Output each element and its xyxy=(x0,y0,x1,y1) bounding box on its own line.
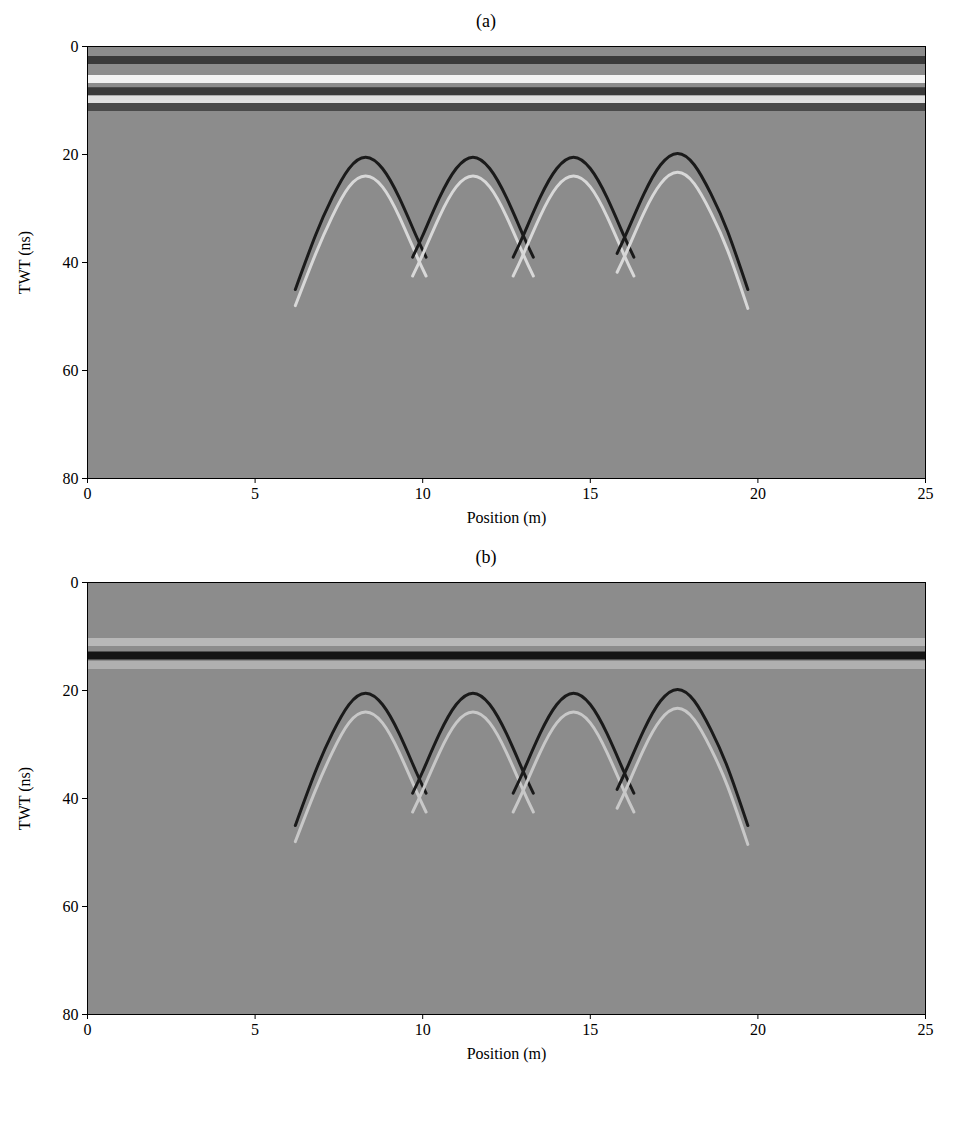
svg-text:25: 25 xyxy=(918,1021,934,1038)
svg-text:80: 80 xyxy=(63,470,79,487)
svg-text:20: 20 xyxy=(63,146,79,163)
svg-text:60: 60 xyxy=(63,898,79,915)
html-text:(a): (a) xyxy=(476,11,496,31)
svg-text:15: 15 xyxy=(582,485,598,502)
svg-text:10: 10 xyxy=(415,1021,431,1038)
svg-text:0: 0 xyxy=(84,1021,92,1038)
svg-text:0: 0 xyxy=(84,485,92,502)
svg-text:5: 5 xyxy=(251,1021,259,1038)
svg-text:20: 20 xyxy=(63,682,79,699)
svg-text:20: 20 xyxy=(750,485,766,502)
svg-text:Position (m): Position (m) xyxy=(467,1045,547,1063)
svg-text:0: 0 xyxy=(71,574,79,591)
svg-text:40: 40 xyxy=(63,254,79,271)
svg-text:40: 40 xyxy=(63,790,79,807)
svg-text:5: 5 xyxy=(251,485,259,502)
svg-text:20: 20 xyxy=(750,1021,766,1038)
svg-text:TWT (ns): TWT (ns) xyxy=(16,767,34,830)
svg-text:80: 80 xyxy=(63,1006,79,1023)
svg-text:TWT (ns): TWT (ns) xyxy=(16,231,34,294)
svg-text:15: 15 xyxy=(582,1021,598,1038)
svg-text:0: 0 xyxy=(71,38,79,55)
svg-text:Position (m): Position (m) xyxy=(467,509,547,527)
svg-text:60: 60 xyxy=(63,362,79,379)
svg-text:10: 10 xyxy=(415,485,431,502)
svg-text:25: 25 xyxy=(918,485,934,502)
html-text:(b): (b) xyxy=(475,547,497,567)
